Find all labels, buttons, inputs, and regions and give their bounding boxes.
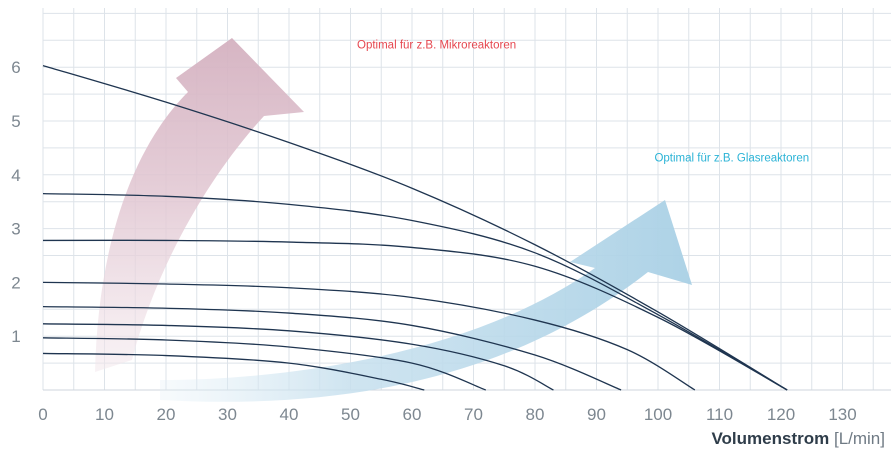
x-axis-title: Volumenstrom [L/min] [711,429,885,449]
y-tick-label: 2 [11,273,20,292]
x-tick-label: 60 [403,405,422,424]
x-tick-label: 10 [95,405,114,424]
pump-curve-4 [42,281,696,391]
y-tick-label: 4 [11,166,20,185]
x-tick-label: 80 [526,405,545,424]
x-tick-label: 70 [464,405,483,424]
x-tick-label: 30 [218,405,237,424]
x-tick-label: 120 [767,405,795,424]
pump-curve-3 [42,239,788,391]
pump-curve-1 [42,64,788,391]
annotation-blue: Optimal für z.B. Glasreaktoren [654,152,809,164]
y-tick-label: 3 [11,220,20,239]
x-axis-unit: [L/min] [833,429,885,448]
annotation-red: Optimal für z.B. Mikroreaktoren [357,39,516,51]
axis-ticks: 0 10 20 30 40 50 60 70 80 90 100 110 120 130 1 2 3 4 5 6 [11,58,856,424]
y-tick-label: 6 [11,58,20,77]
x-tick-label: 40 [280,405,299,424]
pump-curves [42,64,788,391]
red-arrow-mikroreaktoren [95,38,304,372]
x-tick-label: 130 [828,405,856,424]
x-tick-label: 50 [341,405,360,424]
x-axis-label: Volumenstrom [711,429,830,448]
arrows [95,38,692,402]
y-tick-label: 5 [11,112,20,131]
pump-curve-5 [42,305,622,391]
annotations: Optimal für z.B. Mikroreaktoren Optimal f… [357,39,809,164]
x-tick-label: 20 [157,405,176,424]
pump-curve-7 [42,337,487,391]
pump-curve-8 [42,352,425,391]
pump-curve-2 [42,192,788,391]
x-tick-label: 0 [38,405,47,424]
x-tick-label: 110 [706,405,733,424]
x-tick-label: 90 [587,405,606,424]
blue-arrow-glasreaktoren [160,200,692,402]
x-tick-label: 100 [644,405,672,424]
y-tick-label: 1 [11,327,20,346]
pump-curve-6 [42,323,554,391]
